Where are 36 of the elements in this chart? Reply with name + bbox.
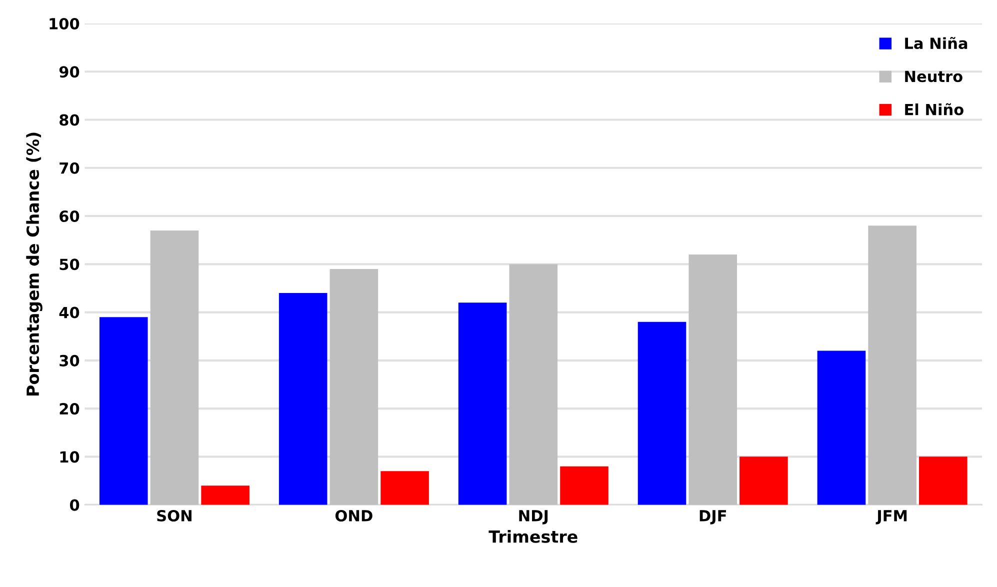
bar xyxy=(150,230,199,505)
legend-label: La Niña xyxy=(905,36,968,50)
y-tick-label: 80 xyxy=(60,114,80,126)
y-tick-label: 20 xyxy=(60,403,80,415)
bar xyxy=(509,264,558,505)
y-tick-label: 70 xyxy=(60,162,80,174)
bar xyxy=(380,471,429,505)
y-tick-label: 40 xyxy=(59,306,80,318)
y-axis-title: Porcentagem de Chance (%) xyxy=(26,132,42,396)
legend-label: Neutro xyxy=(905,70,962,82)
y-tick-label: 30 xyxy=(60,354,80,366)
y-tick-label: 0 xyxy=(70,499,80,511)
bar xyxy=(458,302,507,505)
bar xyxy=(919,456,968,505)
bar xyxy=(99,317,148,505)
x-tick-label: DJF xyxy=(700,510,726,524)
x-tick-label: JFM xyxy=(876,510,907,524)
y-tick-label: 50 xyxy=(60,258,80,270)
bar xyxy=(688,254,738,505)
bar xyxy=(278,293,328,505)
bar xyxy=(201,486,250,505)
y-tick-label: 10 xyxy=(60,451,80,463)
bar xyxy=(740,456,788,505)
bar xyxy=(330,268,378,505)
x-tick-label: SON xyxy=(157,510,192,522)
bar xyxy=(638,322,686,505)
y-tick-label: 90 xyxy=(59,66,80,78)
x-axis-title: Trimestre xyxy=(488,530,578,543)
bar xyxy=(817,350,866,505)
y-tick-label: 100 xyxy=(50,18,80,30)
bar xyxy=(868,226,916,505)
legend-label: El Niño xyxy=(905,103,964,116)
x-tick-label: OND xyxy=(335,510,372,522)
x-tick-label: NDJ xyxy=(519,510,548,524)
y-tick-label: 60 xyxy=(60,210,80,222)
bar xyxy=(560,466,608,505)
